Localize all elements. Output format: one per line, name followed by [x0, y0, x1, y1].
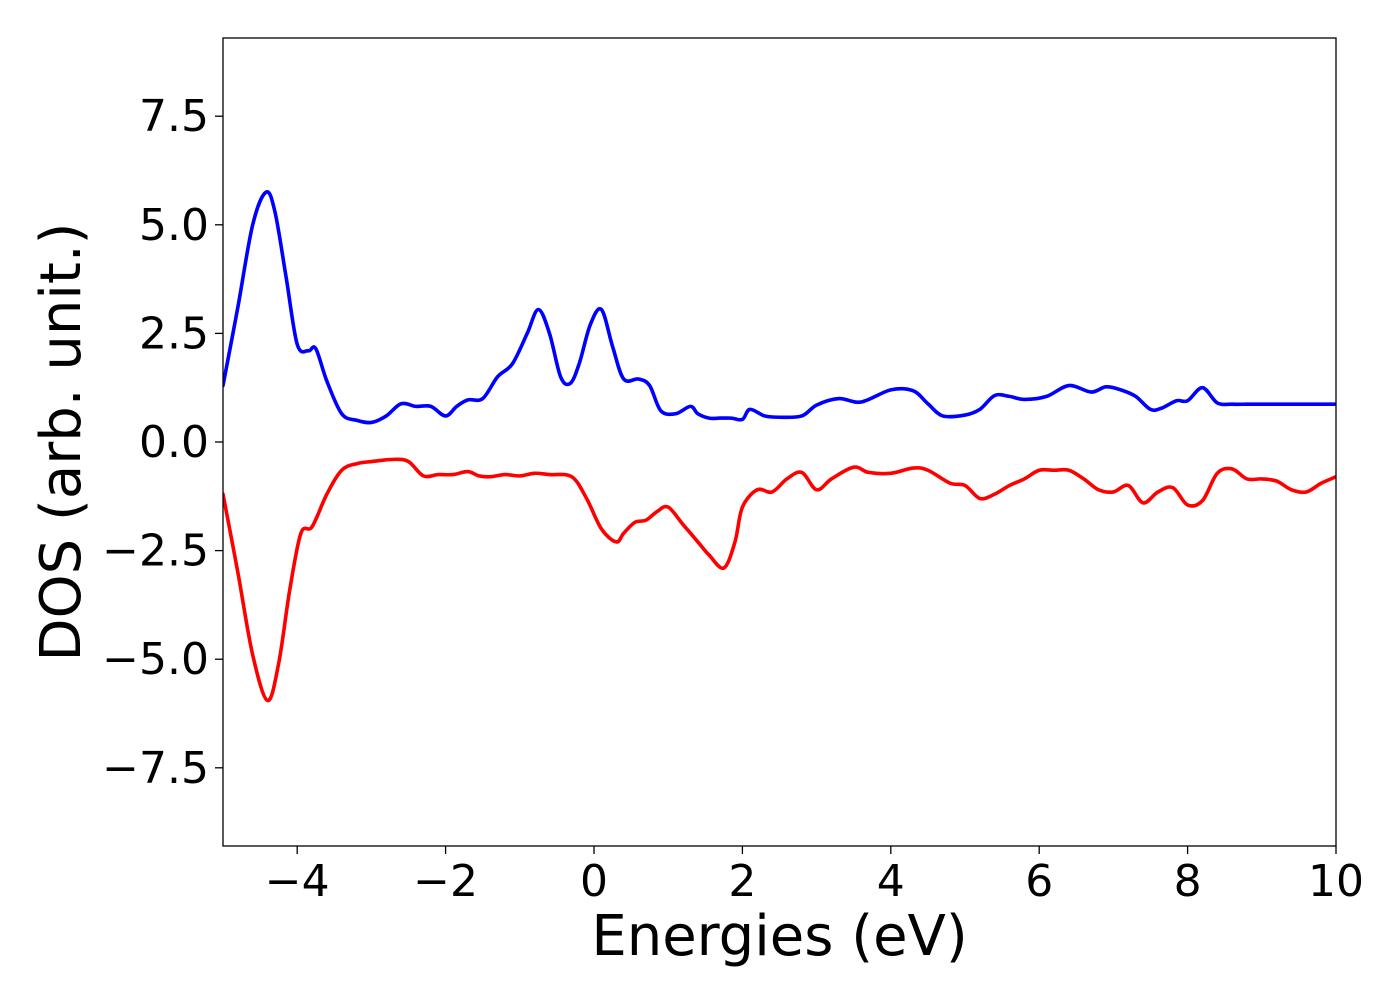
- x-tick-label: −4: [265, 856, 330, 907]
- y-tick-label: 0.0: [139, 417, 209, 468]
- x-tick-label: 2: [728, 856, 756, 907]
- y-tick-label: −2.5: [102, 526, 209, 577]
- x-axis-label: Energies (eV): [591, 904, 967, 969]
- x-tick-label: 6: [1025, 856, 1053, 907]
- x-tick-label: −2: [413, 856, 478, 907]
- y-tick-label: 2.5: [139, 308, 209, 359]
- x-tick-label: 0: [580, 856, 608, 907]
- x-tick-label: 4: [877, 856, 905, 907]
- y-tick-label: 5.0: [139, 200, 209, 251]
- y-axis-label: DOS (arb. unit.): [29, 222, 94, 661]
- y-tick-label: −5.0: [102, 634, 209, 685]
- series-layer: [223, 190, 1336, 703]
- plot-frame: [222, 37, 1337, 847]
- series-line-blue: [223, 190, 1336, 425]
- x-tick-label: 10: [1308, 856, 1364, 907]
- series-line-red: [223, 457, 1336, 703]
- ticks-layer: −4 −2 0 2 4 6 8 10 −7.5 −5.0 −2.5 0.0 2.5 5.0 7.5: [102, 91, 1364, 907]
- y-tick-label: 7.5: [139, 91, 209, 142]
- y-tick-label: −7.5: [102, 743, 209, 794]
- x-tick-label: 8: [1174, 856, 1202, 907]
